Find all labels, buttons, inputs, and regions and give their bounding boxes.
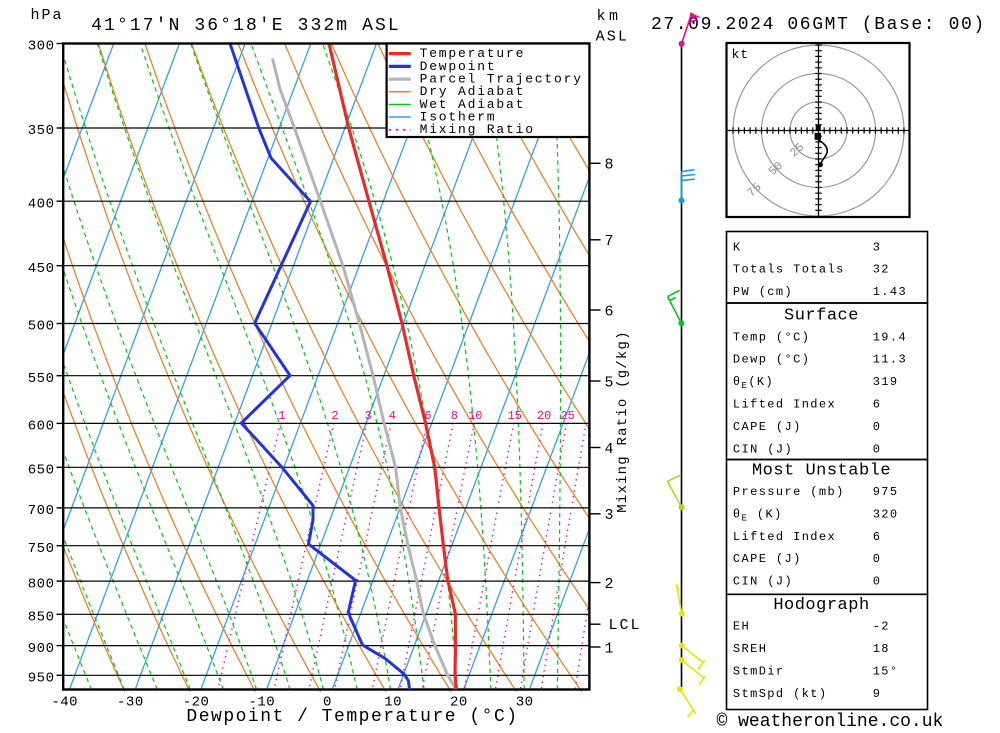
svg-text:SREH: SREH bbox=[733, 642, 767, 656]
svg-text:450: 450 bbox=[28, 261, 55, 277]
svg-text:32: 32 bbox=[873, 263, 890, 277]
svg-text:CIN (J): CIN (J) bbox=[733, 442, 793, 456]
svg-text:6: 6 bbox=[873, 530, 882, 544]
svg-text:Lifted Index: Lifted Index bbox=[733, 398, 836, 412]
svg-text:Dewpoint: Dewpoint bbox=[420, 59, 497, 74]
svg-text:Lifted Index: Lifted Index bbox=[733, 530, 836, 544]
svg-text:hPa: hPa bbox=[31, 7, 64, 24]
svg-text:15°: 15° bbox=[873, 664, 899, 678]
svg-text:6: 6 bbox=[605, 303, 614, 320]
svg-text:15: 15 bbox=[508, 409, 522, 423]
svg-text:Totals Totals: Totals Totals bbox=[733, 263, 845, 277]
svg-text:300: 300 bbox=[28, 39, 55, 55]
svg-text:4: 4 bbox=[389, 409, 396, 423]
svg-text:2: 2 bbox=[605, 576, 614, 593]
svg-text:600: 600 bbox=[28, 419, 55, 435]
svg-text:9: 9 bbox=[873, 687, 882, 701]
svg-text:1: 1 bbox=[605, 640, 614, 657]
svg-text:30: 30 bbox=[516, 695, 534, 711]
svg-text:27.09.2024 06GMT (Base: 00): 27.09.2024 06GMT (Base: 00) bbox=[651, 15, 986, 35]
svg-text:400: 400 bbox=[28, 196, 55, 212]
svg-text:Temperature: Temperature bbox=[420, 46, 526, 61]
svg-text:Dewp (°C): Dewp (°C) bbox=[733, 353, 810, 367]
svg-text:41°17'N 36°18'E 332m ASL: 41°17'N 36°18'E 332m ASL bbox=[91, 16, 401, 36]
svg-text:4: 4 bbox=[605, 441, 614, 458]
svg-text:3: 3 bbox=[605, 507, 614, 524]
svg-text:km: km bbox=[597, 8, 622, 25]
svg-text:0: 0 bbox=[873, 442, 882, 456]
svg-text:1: 1 bbox=[278, 409, 285, 423]
svg-text:7: 7 bbox=[605, 233, 614, 250]
svg-text:-2: -2 bbox=[873, 620, 890, 634]
svg-text:Pressure (mb): Pressure (mb) bbox=[733, 485, 845, 499]
svg-text:ASL: ASL bbox=[596, 29, 630, 46]
svg-text:Isotherm: Isotherm bbox=[420, 109, 497, 124]
svg-text:Hodograph: Hodograph bbox=[773, 596, 869, 615]
svg-text:500: 500 bbox=[28, 319, 55, 335]
svg-text:-10: -10 bbox=[248, 695, 275, 711]
svg-text:© weatheronline.co.uk: © weatheronline.co.uk bbox=[717, 712, 944, 732]
svg-text:CAPE (J): CAPE (J) bbox=[733, 420, 802, 434]
svg-text:LCL: LCL bbox=[609, 617, 642, 634]
svg-text:Dewpoint / Temperature (°C): Dewpoint / Temperature (°C) bbox=[186, 707, 518, 727]
svg-text:Parcel Trajectory: Parcel Trajectory bbox=[420, 72, 583, 87]
svg-text:-40: -40 bbox=[51, 695, 78, 711]
svg-text:319: 319 bbox=[873, 375, 899, 389]
svg-text:Temp (°C): Temp (°C) bbox=[733, 330, 810, 344]
svg-text:3: 3 bbox=[873, 240, 882, 254]
svg-text:2: 2 bbox=[331, 409, 338, 423]
svg-text:350: 350 bbox=[28, 123, 55, 139]
svg-text:Dry Adiabat: Dry Adiabat bbox=[420, 84, 526, 99]
svg-text:5: 5 bbox=[605, 374, 614, 391]
svg-text:800: 800 bbox=[28, 576, 55, 592]
svg-text:0: 0 bbox=[323, 695, 332, 711]
svg-text:Mixing Ratio (g/kg): Mixing Ratio (g/kg) bbox=[615, 330, 631, 512]
svg-text:-30: -30 bbox=[117, 695, 144, 711]
svg-text:10: 10 bbox=[384, 695, 402, 711]
svg-text:θE (K): θE (K) bbox=[733, 507, 783, 523]
svg-text:kt: kt bbox=[732, 47, 750, 62]
svg-text:3: 3 bbox=[364, 409, 371, 423]
svg-text:20: 20 bbox=[537, 409, 551, 423]
svg-text:19.4: 19.4 bbox=[873, 330, 907, 344]
svg-text:StmSpd (kt): StmSpd (kt) bbox=[733, 687, 828, 701]
svg-text:0: 0 bbox=[873, 575, 882, 589]
svg-text:θE(K): θE(K) bbox=[733, 375, 774, 391]
svg-text:0: 0 bbox=[873, 420, 882, 434]
svg-text:Mixing Ratio: Mixing Ratio bbox=[420, 122, 535, 137]
svg-text:10: 10 bbox=[468, 409, 482, 423]
svg-text:0: 0 bbox=[873, 552, 882, 566]
svg-text:-20: -20 bbox=[183, 695, 210, 711]
svg-text:25: 25 bbox=[560, 409, 574, 423]
svg-text:900: 900 bbox=[28, 641, 55, 657]
svg-text:PW (cm): PW (cm) bbox=[733, 285, 793, 299]
svg-text:20: 20 bbox=[450, 695, 468, 711]
svg-text:550: 550 bbox=[28, 371, 55, 387]
svg-text:StmDir: StmDir bbox=[733, 664, 785, 678]
svg-text:CAPE (J): CAPE (J) bbox=[733, 552, 802, 566]
svg-text:18: 18 bbox=[873, 642, 890, 656]
svg-text:1.43: 1.43 bbox=[873, 285, 907, 299]
svg-text:Surface: Surface bbox=[784, 307, 859, 326]
svg-text:11.3: 11.3 bbox=[873, 353, 907, 367]
svg-text:650: 650 bbox=[28, 463, 55, 479]
svg-text:Wet Adiabat: Wet Adiabat bbox=[420, 97, 526, 112]
svg-text:6: 6 bbox=[873, 398, 882, 412]
svg-text:EH: EH bbox=[733, 620, 750, 634]
svg-text:700: 700 bbox=[28, 503, 55, 519]
svg-text:Most Unstable: Most Unstable bbox=[752, 461, 891, 480]
svg-text:CIN (J): CIN (J) bbox=[733, 575, 793, 589]
svg-text:6: 6 bbox=[424, 409, 431, 423]
svg-text:750: 750 bbox=[28, 541, 55, 557]
svg-text:950: 950 bbox=[28, 671, 55, 687]
svg-text:K: K bbox=[733, 240, 742, 254]
svg-text:8: 8 bbox=[451, 409, 458, 423]
svg-text:850: 850 bbox=[28, 610, 55, 626]
svg-text:320: 320 bbox=[873, 507, 899, 521]
svg-text:8: 8 bbox=[605, 157, 614, 174]
svg-text:975: 975 bbox=[873, 485, 899, 499]
